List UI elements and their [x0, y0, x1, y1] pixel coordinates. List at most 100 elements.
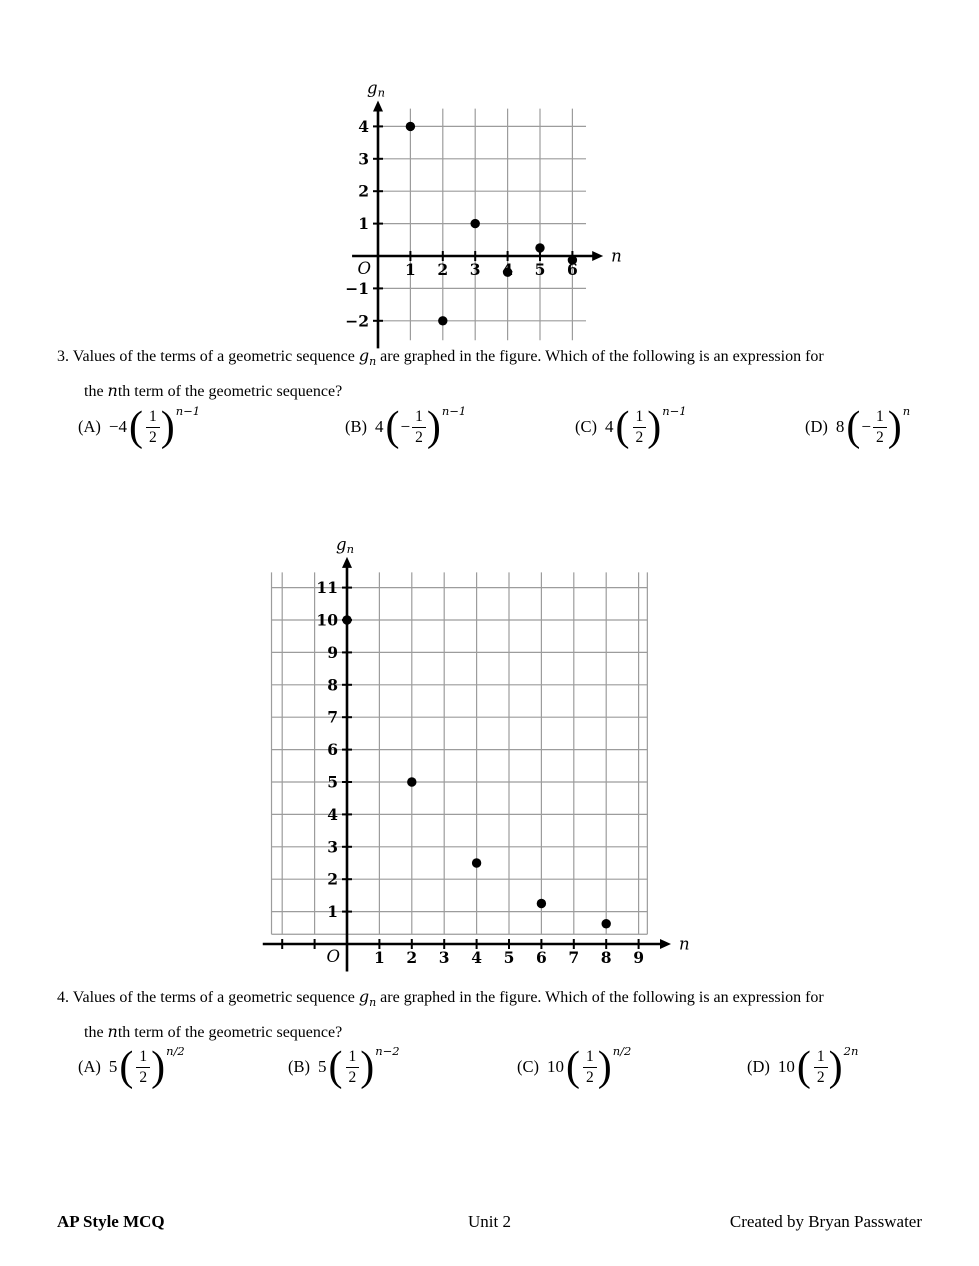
- svg-text:5: 5: [327, 773, 338, 792]
- svg-text:1: 1: [405, 260, 416, 279]
- svg-text:O: O: [357, 259, 371, 278]
- footer-left: AP Style MCQ: [57, 1212, 165, 1231]
- svg-text:8: 8: [327, 675, 338, 694]
- exponent: n−1: [175, 404, 201, 418]
- question-3-text-a: Values of the terms of a geometric seque…: [72, 348, 355, 365]
- svg-text:1: 1: [358, 214, 369, 233]
- right-paren: ): [360, 1044, 375, 1090]
- choice-label: (D): [747, 1057, 770, 1076]
- choice-label: (B): [288, 1057, 310, 1076]
- exponent: n/2: [166, 1044, 185, 1058]
- svg-text:9: 9: [633, 948, 644, 967]
- svg-text:−1: −1: [345, 279, 369, 298]
- left-paren: (: [846, 404, 861, 450]
- svg-text:2: 2: [358, 182, 369, 201]
- choice-label: (A): [78, 1057, 101, 1076]
- question-4: 4. Values of the terms of a geometric se…: [57, 987, 824, 1043]
- svg-text:1: 1: [374, 948, 385, 967]
- question-4-number: 4.: [57, 989, 69, 1006]
- question-3: 3. Values of the terms of a geometric se…: [57, 346, 824, 402]
- svg-text:7: 7: [568, 948, 579, 967]
- question-3-line2: the nth term of the geometric sequence?: [84, 381, 343, 401]
- right-paren: ): [597, 1044, 612, 1090]
- svg-text:−2: −2: [345, 311, 369, 330]
- svg-text:gn: gn: [367, 78, 385, 99]
- svg-text:7: 7: [327, 708, 338, 727]
- footer-center: Unit 2: [468, 1212, 511, 1231]
- right-paren: ): [426, 404, 441, 450]
- question-3-line1: 3. Values of the terms of a geometric se…: [57, 346, 824, 372]
- footer-right: Created by Bryan Passwater: [729, 1212, 922, 1231]
- n-variable: n: [107, 381, 118, 401]
- left-paren: (: [129, 404, 143, 450]
- svg-text:9: 9: [327, 643, 338, 662]
- svg-text:6: 6: [536, 948, 547, 967]
- left-paren: (: [796, 1044, 811, 1090]
- svg-text:2: 2: [406, 948, 417, 967]
- svg-text:gn: gn: [336, 536, 354, 556]
- n-variable: n: [107, 1022, 118, 1042]
- q4-sequence-graph: 1 2 3 4 5 6 7 8 9 1 2 3 4 5 6 7 8 9 10 11 On gn: [262, 536, 690, 972]
- choice-label: (C): [517, 1057, 539, 1076]
- svg-text:2: 2: [437, 260, 448, 279]
- right-paren: ): [828, 1044, 843, 1090]
- left-paren: (: [615, 404, 630, 450]
- right-paren: ): [887, 404, 902, 450]
- right-paren: ): [151, 1044, 166, 1090]
- left-paren: (: [385, 404, 400, 450]
- choice-label: (A): [78, 417, 101, 436]
- svg-text:3: 3: [470, 260, 481, 279]
- svg-text:O: O: [326, 947, 340, 966]
- sequence-symbol: gn: [358, 987, 377, 1010]
- choice-label: (D): [805, 417, 828, 436]
- question-4-text-b: are graphed in the figure. Which of the …: [380, 989, 824, 1006]
- exponent: n/2: [612, 1044, 632, 1058]
- question-3-text-b: are graphed in the figure. Which of the …: [380, 348, 824, 365]
- svg-text:6: 6: [567, 260, 578, 279]
- exponent: n−1: [662, 404, 687, 418]
- exponent: n−2: [375, 1044, 400, 1058]
- svg-text:11: 11: [316, 578, 338, 597]
- question-3-number: 3.: [57, 348, 69, 365]
- exponent: n−1: [441, 404, 467, 418]
- right-paren: ): [160, 404, 175, 450]
- svg-text:3: 3: [439, 948, 450, 967]
- svg-text:3: 3: [327, 837, 338, 856]
- exponent: 2n: [843, 1044, 859, 1058]
- svg-text:4: 4: [327, 805, 338, 824]
- svg-text:3: 3: [358, 149, 369, 168]
- svg-text:5: 5: [535, 260, 546, 279]
- svg-text:6: 6: [327, 740, 338, 759]
- svg-text:8: 8: [601, 948, 612, 967]
- question-4-line1: 4. Values of the terms of a geometric se…: [57, 987, 824, 1013]
- left-paren: (: [328, 1044, 343, 1090]
- svg-text:n: n: [679, 935, 690, 954]
- svg-text:10: 10: [316, 611, 338, 630]
- svg-text:n: n: [611, 247, 622, 266]
- svg-text:1: 1: [327, 902, 338, 921]
- choice-label: (C): [575, 417, 597, 436]
- svg-text:5: 5: [504, 948, 515, 967]
- svg-text:2: 2: [327, 870, 338, 889]
- question-4-line2: the nth term of the geometric sequence?: [84, 1022, 343, 1042]
- left-paren: (: [566, 1044, 580, 1090]
- question-4-text-a: Values of the terms of a geometric seque…: [72, 989, 355, 1006]
